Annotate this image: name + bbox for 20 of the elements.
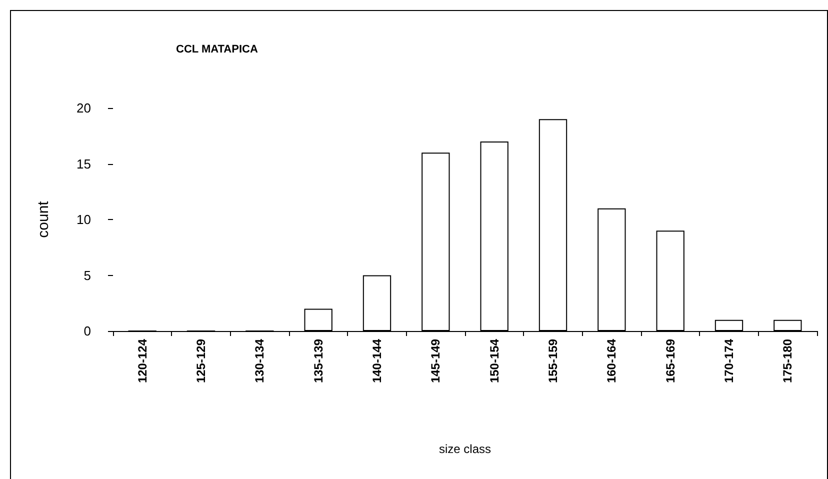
- x-tick-label: 155-159: [546, 338, 560, 384]
- x-tick-label: 140-144: [370, 338, 384, 384]
- x-tick-label: 165-169: [663, 338, 678, 384]
- x-tick-label: 150-154: [487, 338, 502, 384]
- y-tick-label: 5: [84, 268, 91, 283]
- x-tick-label: 125-129: [194, 338, 208, 384]
- x-tick-label: 135-139: [311, 338, 326, 384]
- y-tick-label: 10: [76, 212, 91, 227]
- x-tick-label: 120-124: [135, 338, 150, 384]
- x-tick-label: 170-174: [722, 338, 736, 384]
- y-tick-label: 0: [84, 324, 91, 338]
- y-tick-label: 20: [76, 100, 91, 116]
- x-tick-label: 160-164: [604, 338, 619, 384]
- x-tick-label: 130-134: [252, 338, 267, 384]
- y-tick-label: 15: [76, 156, 91, 172]
- x-axis-title: size class: [438, 442, 492, 456]
- y-axis-title: count: [35, 200, 52, 238]
- x-tick-label: 145-149: [428, 338, 443, 384]
- x-tick-label: 175-180: [780, 338, 795, 384]
- chart-title: CCL MATAPICA: [176, 44, 258, 56]
